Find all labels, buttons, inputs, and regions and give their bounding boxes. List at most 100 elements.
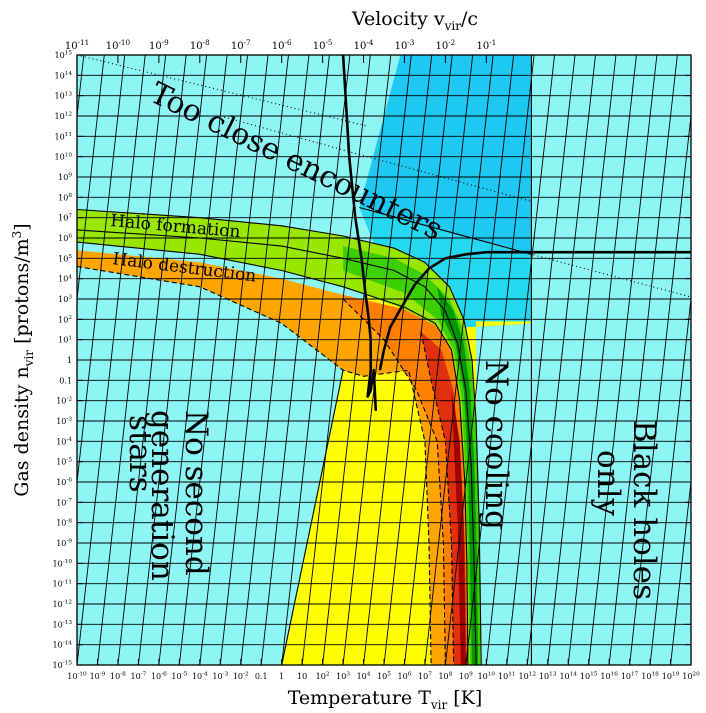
- x-tick-label: 105: [377, 672, 391, 681]
- hatch-line: [567, 55, 637, 665]
- y-tick-label: 10-3: [56, 417, 72, 426]
- region-halo-formation-green3: [437, 286, 479, 665]
- boundary-halo-formation-bottom: [77, 229, 477, 665]
- y-tick-label: 1011: [54, 132, 72, 141]
- x-tick-label: 102: [316, 672, 330, 681]
- hatch-line: [485, 55, 556, 665]
- top-tick-label: 10-2: [436, 38, 456, 52]
- x-tick-label: 1019: [662, 672, 680, 681]
- cooling-boundary-curve: [341, 55, 378, 411]
- x-tick-label: 1020: [682, 672, 700, 681]
- label-no-second: No second: [178, 410, 214, 576]
- label-stars: stars: [122, 415, 158, 493]
- top-tick-label: 10-6: [272, 38, 292, 52]
- x-tick-label: 103: [336, 672, 350, 681]
- x-axis-title: Temperature Tvir [K]: [288, 687, 483, 712]
- x-tick-label: 10-2: [233, 672, 249, 681]
- top-tick-labels: 10-11 10-10 10-9 10-8 10-7 10-6 10-5 10-4 10-3 10…: [65, 38, 496, 52]
- top-tick-label: 10-3: [395, 38, 415, 52]
- y-axis-title: Gas density nvir [protons/m3]: [10, 223, 36, 496]
- y-tick-label: 1013: [54, 91, 72, 100]
- hatch-line: [97, 55, 167, 665]
- y-tick-label: 10-2: [56, 396, 72, 405]
- y-tick-label: 108: [58, 193, 72, 202]
- x-tick-label: 104: [357, 672, 371, 681]
- boundary-dashed-inner-2: [420, 331, 455, 665]
- y-tick-label: 103: [58, 295, 72, 304]
- hatch-line: [506, 55, 576, 665]
- label-only: only: [590, 450, 626, 517]
- x-tick-label: 1012: [519, 672, 537, 681]
- y-tick-label: 109: [58, 173, 72, 182]
- x-tick-label: 1: [279, 672, 284, 681]
- y-tick-label: 10-13: [53, 620, 73, 629]
- region-encounters-band: [359, 207, 532, 328]
- y-tick-label: 1: [67, 356, 72, 365]
- x-tick-label: 10-3: [212, 672, 228, 681]
- hatch-line: [137, 55, 208, 665]
- hatch-line: [342, 55, 412, 665]
- x-tick-label: 1017: [621, 672, 639, 681]
- boundary-lines: [77, 55, 691, 665]
- hatch-line: [465, 55, 535, 665]
- hatch-line: [301, 55, 371, 665]
- x-tick-label: 109: [459, 672, 473, 681]
- top-tick-label: 10-11: [65, 38, 89, 52]
- x-tick-label: 1014: [559, 672, 577, 681]
- y-tick-label: 10-11: [53, 579, 72, 588]
- x-tick-label: 1016: [600, 672, 618, 681]
- boundary-halo-destruction-bottom: [77, 265, 432, 665]
- hatch-line: [322, 55, 392, 665]
- label-black-holes: Black holes: [626, 420, 662, 600]
- label-no-cooling: No cooling: [478, 360, 514, 530]
- y-tick-label: 10-8: [56, 518, 72, 527]
- hatch-line: [649, 294, 691, 665]
- hatch-line: [77, 55, 146, 665]
- hatch-lines: [77, 55, 691, 665]
- hatch-line: [424, 55, 494, 665]
- x-tick-label: 106: [398, 672, 412, 681]
- y-tick-label: 102: [58, 315, 72, 324]
- y-tick-label: 104: [58, 274, 72, 283]
- y-tick-label: 10-6: [56, 478, 72, 487]
- top-tick-label: 10-1: [476, 38, 496, 52]
- hatch-line: [219, 55, 289, 665]
- y-tick-label: 10-12: [53, 600, 73, 609]
- top-tick-label: 10-9: [149, 38, 169, 52]
- top-tick-label: 10-8: [190, 38, 210, 52]
- label-generation: generation: [144, 410, 180, 581]
- hatch-line: [281, 55, 351, 665]
- x-tick-label: 10: [297, 672, 307, 681]
- x-tick-label: 10-10: [67, 672, 87, 681]
- region-halo-destruction-darkred: [451, 390, 466, 665]
- hatch-line: [178, 55, 249, 665]
- top-axis-title: Velocity vvir/c: [351, 8, 478, 33]
- x-tick-label: 1013: [539, 672, 557, 681]
- y-tick-label: 10-14: [53, 640, 73, 649]
- boundary-dashed-inner-1: [342, 298, 446, 665]
- y-tick-label: 1014: [54, 71, 72, 80]
- hatch-line: [670, 477, 691, 665]
- hatch-line: [77, 55, 105, 304]
- hatch-line: [547, 55, 617, 665]
- y-tick-label: 107: [58, 213, 72, 222]
- y-tick-label: 106: [58, 234, 72, 243]
- thick-curves: [341, 55, 691, 411]
- x-tick-label: 10-7: [131, 672, 147, 681]
- x-tick-label: 10-4: [192, 672, 208, 681]
- y-tick-label: 1010: [54, 152, 72, 161]
- x-tick-label: 10-9: [90, 672, 106, 681]
- x-tick-labels: 10-10 10-9 10-8 10-7 10-6 10-5 10-4 10-3 10-2 0.1…: [67, 672, 700, 681]
- horizontal-gridlines: [77, 55, 691, 665]
- hatch-line: [444, 55, 515, 665]
- y-tick-label: 10-4: [56, 437, 72, 446]
- region-black-holes-band: [359, 55, 532, 255]
- x-tick-label: 10-5: [171, 672, 187, 681]
- boundary-encounter-line-2: [220, 115, 532, 202]
- cooling-curve-right: [378, 250, 691, 371]
- x-tick-label: 1015: [580, 672, 598, 681]
- y-tick-label: 10-5: [56, 457, 72, 466]
- y-tick-label: 1015: [54, 51, 72, 60]
- x-tick-label: 108: [438, 672, 452, 681]
